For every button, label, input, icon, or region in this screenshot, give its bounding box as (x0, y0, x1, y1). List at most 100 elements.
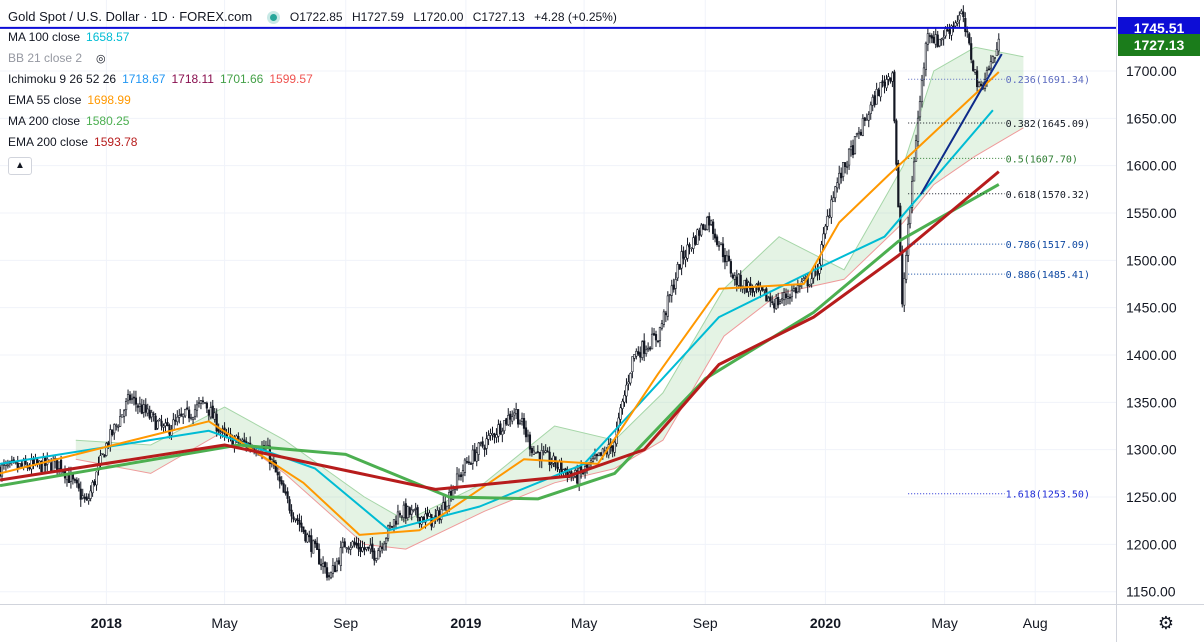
candle-body (928, 35, 931, 37)
candle-body (680, 251, 683, 269)
candle-body (477, 442, 480, 455)
candle-body (670, 285, 673, 296)
candle-body (105, 443, 108, 456)
candle-body (365, 546, 368, 550)
candle-body (633, 354, 636, 359)
candle-body (517, 409, 520, 425)
trendline[interactable] (920, 53, 1003, 195)
indicator-row[interactable]: MA 200 close 1580.25 (8, 111, 623, 132)
candle-body (987, 68, 991, 71)
indicator-row[interactable]: BB 21 close 2 ◎ (8, 48, 623, 69)
candle-body (714, 233, 717, 239)
candle-body (408, 507, 411, 515)
candle-body (995, 49, 998, 57)
candle-body (780, 298, 784, 301)
candle-body (940, 38, 943, 41)
candle-body (950, 25, 953, 36)
candle-body (777, 296, 780, 306)
candle-body (197, 402, 201, 404)
candle-body (375, 558, 378, 561)
candle-body (934, 34, 937, 45)
candle-body (130, 398, 134, 400)
candle-body (361, 547, 364, 552)
x-tick-label: Sep (333, 615, 358, 631)
candle-body (396, 511, 400, 525)
candle-body (371, 543, 374, 553)
candle-body (518, 422, 522, 425)
candle-body (643, 340, 646, 354)
indicator-row[interactable]: Ichimoku 9 26 52 26 1718.67 1718.11 1701.66… (8, 69, 623, 90)
indicator-value: 1593.78 (94, 135, 138, 149)
candle-body (578, 467, 581, 485)
candle-body (719, 242, 723, 245)
candle-body (932, 36, 935, 44)
indicator-row[interactable]: EMA 55 close 1698.99 (8, 90, 623, 111)
candle-body (629, 373, 632, 384)
y-tick-label: 1300.00 (1126, 442, 1177, 458)
ohlc-low: L1720.00 (413, 10, 464, 24)
indicator-row[interactable]: EMA 200 close 1593.78 (8, 132, 623, 153)
candle-body (505, 418, 508, 425)
indicator-row[interactable]: MA 100 close 1658.57 (8, 27, 623, 48)
candle-body (463, 459, 467, 473)
candle-body (337, 560, 340, 565)
candle-body (180, 413, 183, 416)
candle-body (42, 457, 45, 474)
candle-body (548, 451, 551, 466)
candle-body (479, 442, 482, 444)
candle-body (883, 81, 886, 87)
candle-body (637, 351, 640, 355)
candle-body (834, 186, 837, 199)
last-price-tag: 1727.13 (1118, 34, 1200, 57)
symbol-row: Gold Spot / U.S. Dollar · 1D · FOREX.com… (8, 6, 623, 27)
candle-body (290, 509, 293, 517)
chart-legend: Gold Spot / U.S. Dollar · 1D · FOREX.com… (8, 6, 623, 175)
candle-body (359, 546, 362, 552)
candle-body (763, 289, 766, 291)
candle-body (142, 404, 145, 413)
candle-body (845, 165, 849, 168)
chevron-up-icon[interactable]: ▲ (8, 157, 32, 175)
candle-body (101, 452, 104, 455)
candle-body (87, 498, 90, 502)
candle-body (847, 148, 851, 166)
candle-body (211, 405, 214, 419)
candle-body (28, 467, 31, 470)
candle-body (0, 464, 4, 477)
candle-body (721, 243, 725, 258)
candle-body (146, 408, 149, 414)
gear-icon[interactable]: ⚙ (1157, 613, 1174, 633)
candle-body (497, 424, 500, 437)
candle-body (304, 530, 307, 542)
candle-body (50, 462, 53, 472)
candle-body (660, 323, 664, 329)
candle-body (428, 512, 431, 517)
market-status-icon (269, 14, 277, 22)
candle-body (966, 30, 969, 33)
candle-body (977, 82, 981, 88)
candle-body (918, 101, 922, 118)
candle-body (410, 509, 413, 515)
candle-body (471, 449, 474, 464)
candle-body (938, 38, 941, 47)
candle-body (481, 441, 484, 447)
candle-body (308, 535, 311, 538)
candle-body (225, 433, 228, 437)
symbol-title[interactable]: Gold Spot / U.S. Dollar · 1D · FOREX.com (8, 9, 253, 24)
eye-hidden-icon[interactable]: ◎ (96, 53, 106, 65)
candle-body (418, 516, 421, 525)
candle-body (79, 488, 82, 500)
candle-body (869, 104, 872, 115)
candle-body (455, 473, 459, 490)
candle-body (77, 483, 80, 489)
candle-body (753, 287, 756, 292)
candle-body (824, 225, 827, 235)
y-tick-label: 1350.00 (1126, 394, 1177, 410)
candle-body (844, 162, 847, 168)
indicator-value: 1658.57 (86, 30, 130, 44)
candle-body (853, 136, 857, 154)
indicator-label: Ichimoku 9 26 52 26 (8, 72, 117, 86)
candle-body (349, 547, 352, 550)
candle-body (997, 38, 1000, 52)
